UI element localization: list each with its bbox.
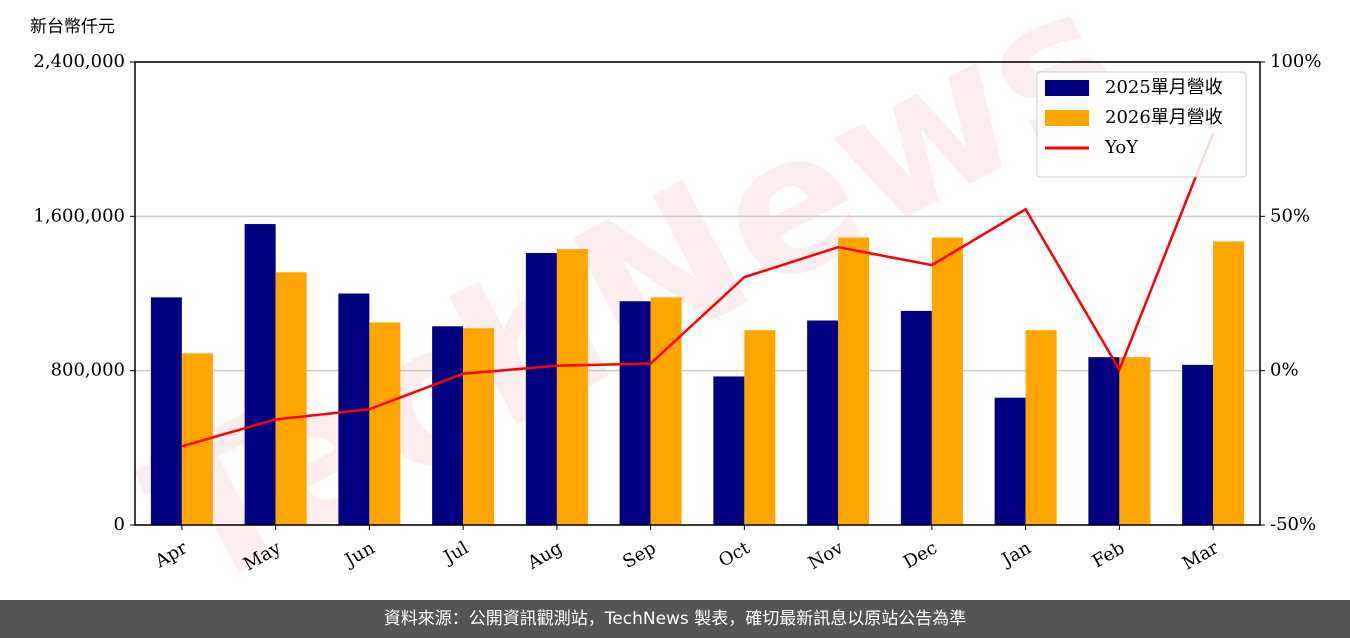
bar [275, 272, 307, 525]
bar [1213, 241, 1245, 525]
bar [1025, 330, 1057, 525]
y2-tick-label: -50% [1270, 514, 1316, 535]
legend-label: 2025單月營收 [1105, 77, 1223, 98]
plot-frame [134, 61, 1261, 526]
x-tick-label: Mar [1179, 537, 1223, 574]
bar [900, 310, 932, 525]
y-tick-label: 2,400,000 [33, 51, 125, 72]
bar [619, 301, 651, 525]
bar [713, 376, 745, 525]
bar [807, 320, 839, 525]
bar [744, 330, 776, 525]
bar [994, 397, 1026, 525]
bar [1088, 357, 1120, 525]
bar [931, 237, 963, 525]
y2-tick-label: 50% [1270, 205, 1310, 226]
bar [556, 249, 588, 526]
y-tick-label: 0 [114, 514, 125, 535]
x-tick-label: Dec [900, 537, 941, 573]
x-tick-label: Feb [1089, 537, 1129, 572]
chart: TechNews 新台幣仟元 0800,0001,600,0002,400,00… [30, 0, 1321, 600]
x-tick-label: Oct [715, 537, 754, 572]
legend-swatch [1045, 80, 1089, 96]
bar [1119, 357, 1151, 525]
x-tick-label: Aug [523, 537, 566, 574]
y-tick-label: 1,600,000 [33, 205, 125, 226]
legend-swatch [1045, 110, 1089, 126]
bar [1182, 364, 1214, 525]
y2-tick-label: 100% [1270, 51, 1321, 72]
line [181, 132, 1215, 448]
x-tick-label: Jul [439, 537, 473, 569]
x-tick-label: Sep [619, 537, 659, 572]
bar [369, 322, 401, 525]
legend-label: 2026單月營收 [1105, 107, 1223, 128]
legend-box [1036, 71, 1247, 178]
y-tick-label: 800,000 [51, 360, 125, 381]
y2-tick-label: 0% [1270, 360, 1299, 381]
y-axis-label: 新台幣仟元 [30, 17, 115, 37]
bar [432, 326, 464, 525]
bar [244, 224, 276, 526]
x-tick-label: Jan [997, 537, 1035, 571]
bar [525, 252, 557, 526]
bar [838, 237, 870, 525]
bar [150, 297, 182, 525]
bar [650, 297, 682, 525]
source-note: 資料來源：公開資訊觀測站，TechNews 製表，確切最新訊息以原站公告為準 [0, 600, 1350, 638]
legend-label: YoY [1104, 137, 1139, 158]
x-tick-label: Nov [805, 537, 848, 574]
bar [463, 328, 495, 525]
